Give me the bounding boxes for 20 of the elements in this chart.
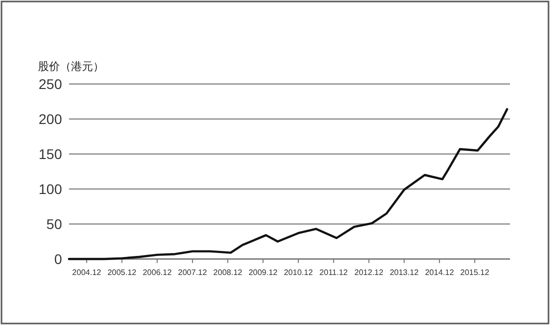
y-tick-label: 150 (38, 146, 62, 162)
x-tick-label: 2010.12 (284, 268, 314, 277)
x-tick-label: 2013.12 (390, 268, 420, 277)
x-tick-label: 2007.12 (178, 268, 208, 277)
y-tick-label: 50 (46, 216, 62, 232)
line-series (68, 108, 508, 260)
x-tick-label: 2005.12 (107, 268, 137, 277)
y-tick-label: 100 (38, 181, 62, 197)
x-tick-label: 2009.12 (248, 268, 278, 277)
y-tick-label: 200 (38, 111, 62, 127)
y-axis-title: 股价（港元） (38, 60, 104, 73)
x-tick-label: 2006.12 (142, 268, 172, 277)
x-tick-label: 2014.12 (424, 268, 454, 277)
x-tick-label: 2004.12 (72, 268, 102, 277)
x-tick-label: 2015.12 (460, 268, 490, 277)
y-tick-label: 0 (54, 251, 62, 267)
x-tick-label: 2012.12 (354, 268, 384, 277)
x-tick-label: 2008.12 (213, 268, 243, 277)
x-tick-label: 2011.12 (319, 268, 348, 277)
y-tick-label: 250 (38, 76, 62, 92)
